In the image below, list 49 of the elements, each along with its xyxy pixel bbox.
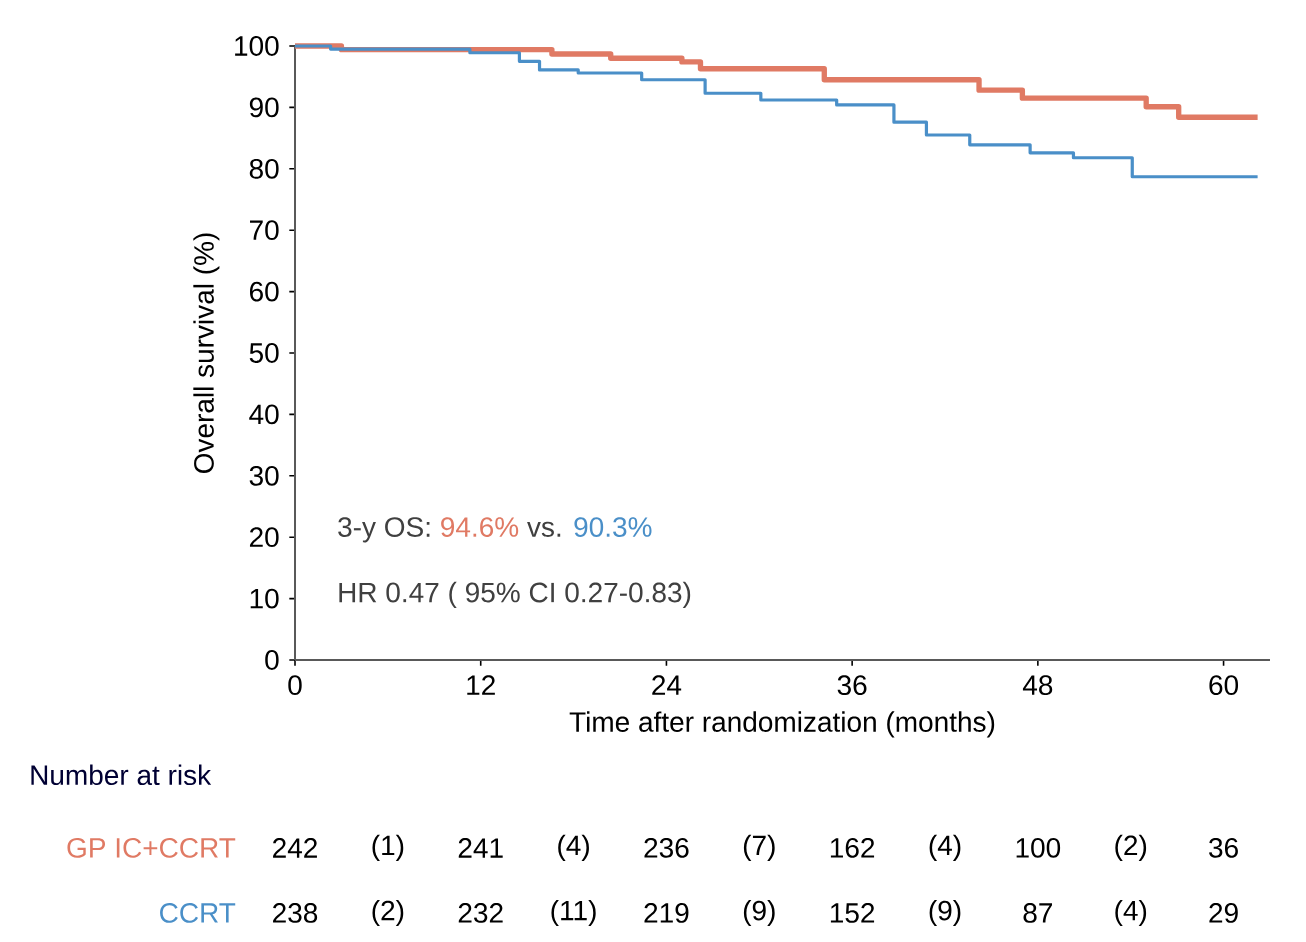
text: 232: [458, 903, 503, 923]
annotation: vs.: [527, 521, 561, 537]
y-tick-label: 100: [235, 36, 279, 56]
annotation: 3-y OS:: [338, 517, 430, 543]
text: (9): [743, 899, 775, 926]
y-tick-label: 20: [249, 527, 279, 548]
text: (1): [372, 834, 404, 861]
text: Number at risk: [31, 764, 212, 786]
text: (4): [1115, 899, 1147, 926]
text: (7): [743, 834, 775, 861]
x-tick-label: 0: [288, 675, 302, 696]
text: (2): [1115, 834, 1147, 861]
text: 219: [644, 903, 689, 923]
annotation: 94.6%: [441, 517, 519, 537]
text: (2): [372, 899, 404, 926]
text: 87: [1023, 903, 1053, 923]
x-tick-label: 36: [837, 675, 867, 696]
text: (4): [929, 834, 961, 861]
text: GP IC+CCRT: [67, 837, 236, 858]
x-axis-title: Time after randomization (months): [569, 711, 995, 738]
y-tick-label: 70: [250, 220, 279, 241]
x-tick-label: 60: [1209, 675, 1239, 696]
text: 162: [830, 837, 875, 858]
y-tick-label: 40: [249, 404, 279, 425]
text: 29: [1209, 903, 1238, 923]
y-tick-label: 80: [249, 158, 279, 179]
text: 152: [830, 903, 875, 923]
text: 241: [458, 838, 503, 858]
x-tick-label: 12: [467, 675, 495, 695]
x-tick-label: 48: [1022, 675, 1053, 696]
y-tick-label: 90: [249, 97, 279, 118]
text: 236: [644, 837, 689, 858]
y-tick-label: 10: [250, 588, 279, 609]
text: 242: [273, 838, 317, 858]
text: 238: [273, 903, 318, 923]
y-axis-title: Overall survival (%): [193, 233, 220, 474]
text: (9): [929, 899, 961, 926]
annotation: HR 0.47 ( 95% CI 0.27-0.83): [339, 581, 691, 608]
y-tick-label: 50: [249, 343, 279, 363]
x-tick-label: 24: [652, 675, 682, 695]
annotation: 90.3%: [574, 517, 652, 537]
text: 100: [1016, 837, 1061, 858]
text: (11): [551, 899, 596, 926]
y-tick-label: 60: [249, 281, 279, 302]
y-tick-label: 0: [265, 650, 279, 670]
text: (4): [558, 834, 589, 861]
y-tick-label: 30: [249, 465, 279, 486]
text: 36: [1209, 837, 1238, 858]
text: CCRT: [160, 903, 236, 923]
